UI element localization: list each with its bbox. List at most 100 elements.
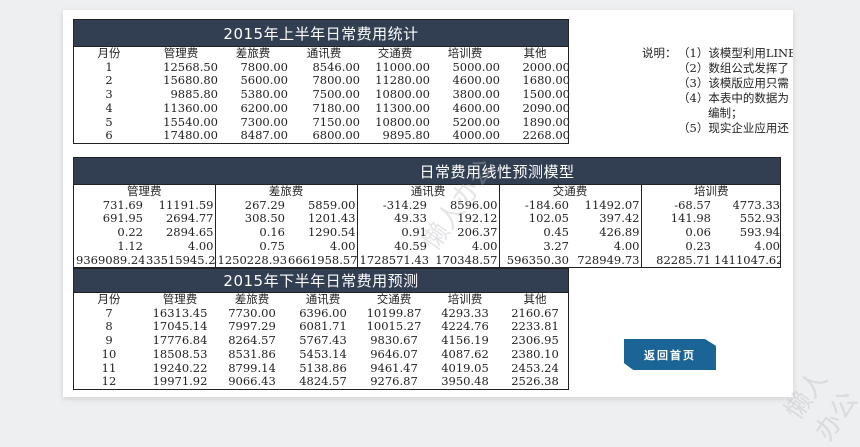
cell[interactable]: 5859.00 — [286, 198, 358, 213]
cell[interactable]: 552.93 — [739, 212, 780, 226]
cell[interactable]: 17776.84 — [152, 334, 208, 348]
cell[interactable]: 5000.00 — [452, 60, 500, 74]
cell[interactable]: 9646.07 — [370, 347, 418, 361]
cell[interactable]: 2233.81 — [511, 320, 559, 334]
cell[interactable]: 0.23 — [685, 239, 711, 253]
cell[interactable]: 7150.00 — [312, 115, 360, 129]
cell[interactable]: 4 — [105, 101, 113, 115]
cell[interactable]: 10 — [101, 347, 117, 361]
cell[interactable]: 8799.14 — [228, 361, 276, 375]
cell[interactable]: 1290.54 — [286, 226, 358, 240]
cell[interactable]: 1680.00 — [522, 74, 570, 88]
cell[interactable]: 8596.00 — [428, 198, 500, 213]
cell[interactable]: 1250228.93 — [217, 253, 287, 267]
cell[interactable]: 4600.00 — [452, 101, 500, 115]
cell[interactable]: 4224.76 — [441, 320, 489, 334]
cell[interactable]: 5 — [105, 115, 113, 129]
cell[interactable]: 33515945.29 — [144, 253, 216, 268]
cell[interactable]: 19971.92 — [152, 375, 208, 389]
cell[interactable]: 1411047.62 — [714, 253, 781, 267]
cell[interactable]: 596350.30 — [506, 253, 569, 267]
cell[interactable]: 17045.14 — [152, 320, 208, 334]
cell[interactable]: 2306.95 — [511, 334, 559, 348]
cell[interactable]: 0.06 — [685, 226, 711, 240]
cell[interactable]: 4019.05 — [441, 361, 489, 375]
cell[interactable]: 6800.00 — [312, 129, 360, 143]
cell[interactable]: 7800.00 — [240, 60, 288, 74]
cell[interactable]: 11 — [101, 361, 117, 375]
cell[interactable]: 11280.00 — [375, 74, 430, 88]
cell[interactable]: 1890.00 — [522, 115, 570, 129]
cell[interactable]: 7300.00 — [240, 115, 288, 129]
cell[interactable]: 82285.71 — [656, 253, 711, 267]
cell[interactable]: 4000.00 — [452, 129, 500, 143]
cell[interactable]: 308.50 — [244, 212, 285, 226]
cell[interactable]: 0.91 — [401, 226, 427, 240]
cell[interactable]: 11300.00 — [375, 101, 430, 115]
cell[interactable]: 2694.77 — [144, 212, 216, 227]
cell[interactable]: 7800.00 — [312, 74, 360, 88]
cell[interactable]: 1728571.43 — [359, 253, 429, 267]
cell[interactable]: 8546.00 — [312, 60, 360, 74]
cell[interactable]: 15680.80 — [163, 74, 218, 88]
cell[interactable]: 4.00 — [754, 239, 780, 253]
cell[interactable]: 4087.62 — [441, 347, 489, 361]
cell[interactable]: 7997.29 — [228, 320, 276, 334]
cell[interactable]: 6200.00 — [240, 101, 288, 115]
cell[interactable]: 3800.00 — [452, 88, 500, 102]
cell[interactable]: 4.00 — [428, 239, 500, 254]
cell[interactable]: 10015.27 — [366, 320, 422, 334]
cell[interactable]: 170348.57 — [428, 253, 500, 268]
cell[interactable]: 3 — [105, 88, 113, 102]
cell[interactable]: 6661958.57 — [286, 253, 358, 268]
cell[interactable]: 17480.00 — [163, 129, 218, 143]
cell[interactable]: 5380.00 — [240, 88, 288, 102]
cell[interactable]: 0.22 — [117, 226, 143, 240]
cell[interactable]: 426.89 — [570, 226, 642, 240]
cell[interactable]: 9066.43 — [228, 375, 276, 389]
cell[interactable]: 2268.00 — [522, 129, 570, 143]
cell[interactable]: 4824.57 — [299, 375, 347, 389]
cell[interactable]: 6 — [105, 129, 113, 143]
cell[interactable]: 5200.00 — [452, 115, 500, 129]
cell[interactable]: 19240.22 — [152, 361, 208, 375]
cell[interactable]: 9885.80 — [170, 88, 218, 102]
cell[interactable]: 7730.00 — [228, 306, 276, 320]
cell[interactable]: 11000.00 — [375, 60, 430, 74]
cell[interactable]: 16313.45 — [152, 306, 208, 320]
cell[interactable]: 267.29 — [244, 198, 285, 212]
cell[interactable]: -314.29 — [382, 198, 427, 212]
cell[interactable]: 4.00 — [286, 239, 358, 254]
cell[interactable]: 593.94 — [739, 226, 780, 240]
cell[interactable]: 206.37 — [428, 226, 500, 240]
cell[interactable]: 9 — [105, 334, 113, 348]
cell[interactable]: -68.57 — [674, 198, 711, 212]
cell[interactable]: 5453.14 — [299, 347, 347, 361]
cell[interactable]: 40.59 — [394, 239, 427, 253]
cell[interactable]: 397.42 — [570, 212, 642, 227]
cell[interactable]: 10800.00 — [375, 115, 430, 129]
cell[interactable]: 9895.80 — [382, 129, 430, 143]
cell[interactable]: 4.00 — [570, 239, 642, 254]
cell[interactable]: 10800.00 — [375, 88, 430, 102]
cell[interactable]: 0.16 — [259, 226, 285, 240]
cell[interactable]: -184.60 — [524, 198, 569, 212]
cell[interactable]: 4600.00 — [452, 74, 500, 88]
cell[interactable]: 1 — [105, 60, 113, 74]
cell[interactable]: 731.69 — [102, 198, 143, 212]
cell[interactable]: 0.75 — [259, 239, 285, 253]
cell[interactable]: 3950.48 — [441, 375, 489, 389]
cell[interactable]: 10199.87 — [366, 306, 422, 320]
cell[interactable]: 6396.00 — [299, 306, 347, 320]
cell[interactable]: 8487.00 — [240, 129, 288, 143]
cell[interactable]: 6081.71 — [299, 320, 347, 334]
cell[interactable]: 0.45 — [543, 226, 569, 240]
cell[interactable]: 11191.59 — [144, 198, 216, 213]
cell[interactable]: 5138.86 — [299, 361, 347, 375]
cell[interactable]: 141.98 — [670, 212, 711, 226]
cell[interactable]: 7500.00 — [312, 88, 360, 102]
cell[interactable]: 4156.19 — [441, 334, 489, 348]
cell[interactable]: 7 — [105, 306, 113, 320]
cell[interactable]: 2000.00 — [522, 60, 570, 74]
cell[interactable]: 8264.57 — [228, 334, 276, 348]
